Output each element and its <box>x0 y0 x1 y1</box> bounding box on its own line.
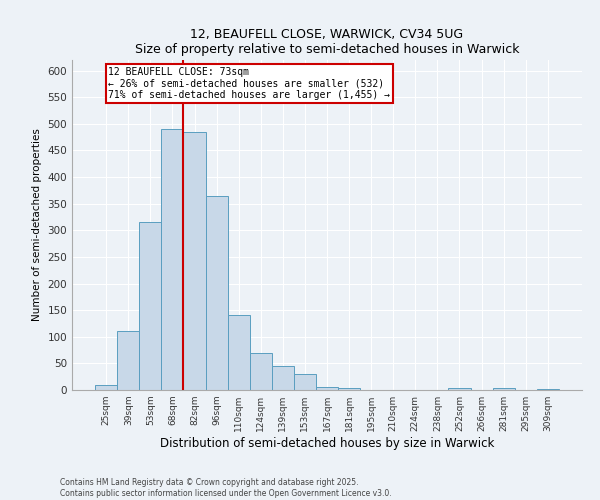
Title: 12, BEAUFELL CLOSE, WARWICK, CV34 5UG
Size of property relative to semi-detached: 12, BEAUFELL CLOSE, WARWICK, CV34 5UG Si… <box>135 28 519 56</box>
Bar <box>493 388 515 390</box>
Text: Contains HM Land Registry data © Crown copyright and database right 2025.
Contai: Contains HM Land Registry data © Crown c… <box>60 478 392 498</box>
Bar <box>184 132 206 390</box>
Bar <box>227 316 250 390</box>
Bar <box>95 384 117 390</box>
Bar <box>139 222 161 390</box>
Bar <box>448 388 470 390</box>
Bar <box>294 374 316 390</box>
Bar <box>272 366 294 390</box>
Y-axis label: Number of semi-detached properties: Number of semi-detached properties <box>32 128 42 322</box>
Bar <box>316 388 338 390</box>
Bar <box>206 196 227 390</box>
Bar <box>338 388 360 390</box>
Bar <box>117 332 139 390</box>
X-axis label: Distribution of semi-detached houses by size in Warwick: Distribution of semi-detached houses by … <box>160 437 494 450</box>
Text: 12 BEAUFELL CLOSE: 73sqm
← 26% of semi-detached houses are smaller (532)
71% of : 12 BEAUFELL CLOSE: 73sqm ← 26% of semi-d… <box>109 67 391 100</box>
Bar <box>250 352 272 390</box>
Bar <box>537 389 559 390</box>
Bar <box>161 129 184 390</box>
